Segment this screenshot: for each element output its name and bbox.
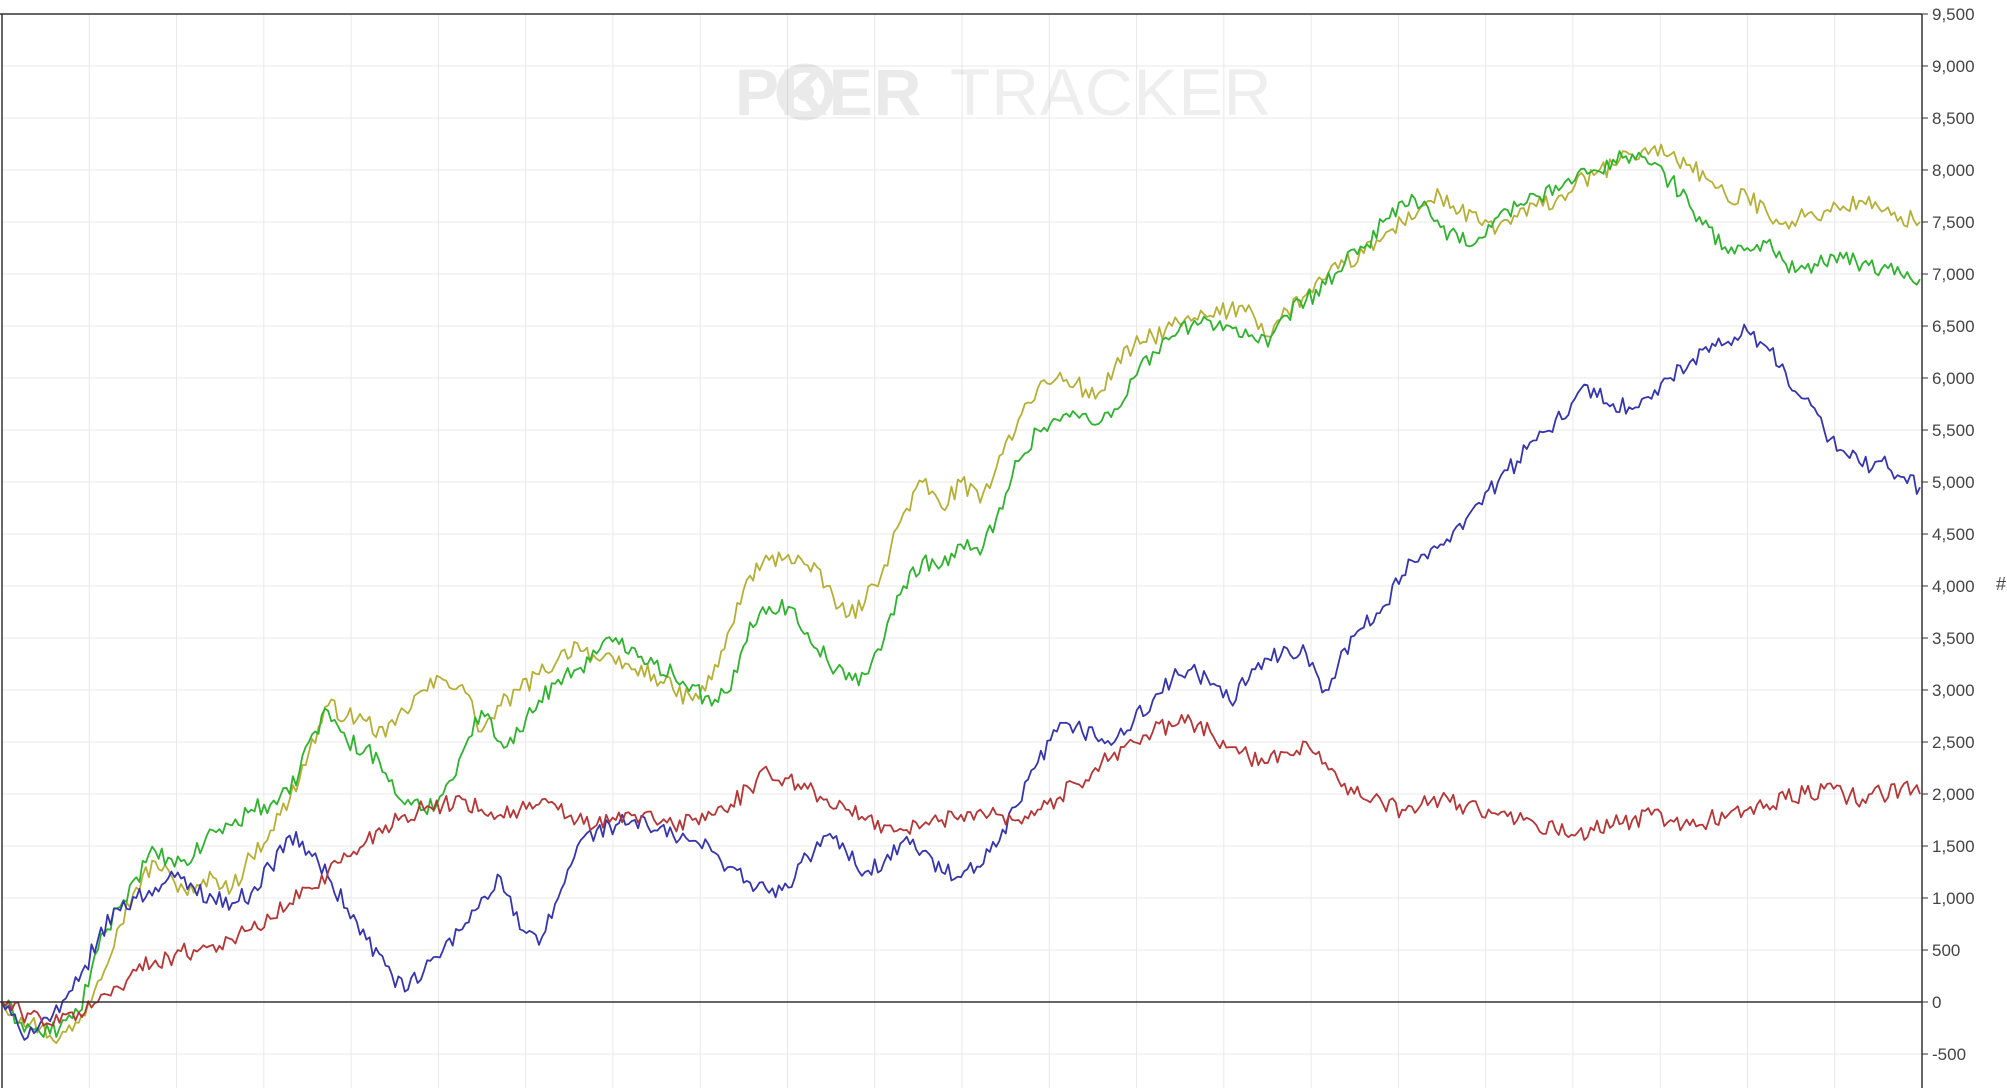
y-tick-label: 2,500: [1932, 733, 1975, 752]
y-tick-layer: 9,500 9,000 8,500 8,000 7,500 7,000 6,500 6,000…: [1922, 5, 1975, 1064]
watermark-word-poker: PKER: [735, 55, 922, 129]
y-tick-label: 4,500: [1932, 525, 1975, 544]
axis-layer: [0, 13, 1923, 1088]
y-tick-label: 9,500: [1932, 5, 1975, 24]
y-tick-label: 5,000: [1932, 473, 1975, 492]
y-tick-label: 3,000: [1932, 681, 1975, 700]
y-tick-label: -500: [1932, 1045, 1966, 1064]
y-tick-label: 5,500: [1932, 421, 1975, 440]
y-tick-label: 6,500: [1932, 317, 1975, 336]
series-line-3: [1, 323, 1921, 1041]
y-tick-label: 9,000: [1932, 57, 1975, 76]
watermark-poker-p: P: [735, 55, 780, 129]
y-tick-label: 1,500: [1932, 837, 1975, 856]
grid-layer: [2, 13, 1922, 1088]
watermark-poker-rest: KER: [780, 55, 922, 129]
series-line-1: [1, 143, 1921, 1044]
watermark-word-tracker: TRACKER: [950, 55, 1272, 129]
series-layer: [1, 143, 1921, 1044]
y-tick-label: 6,000: [1932, 369, 1975, 388]
y-tick-label: 7,500: [1932, 213, 1975, 232]
series-line-2: [1, 150, 1921, 1038]
y-tick-label: 1,000: [1932, 889, 1975, 908]
y-tick-label: 2,000: [1932, 785, 1975, 804]
y-tick-label: 500: [1932, 941, 1960, 960]
y-tick-label: 4,000: [1932, 577, 1975, 596]
watermark-chip-center: [796, 83, 814, 101]
pokertracker-watermark: PKER TRACKER: [735, 55, 1272, 129]
y-tick-label: 8,000: [1932, 161, 1975, 180]
y-axis-side-mark: #: [1996, 574, 2006, 594]
y-tick-label: 8,500: [1932, 109, 1975, 128]
y-tick-label: 0: [1932, 993, 1941, 1012]
y-tick-label: 7,000: [1932, 265, 1975, 284]
series-line-4: [1, 714, 1921, 1027]
watermark-chip-icon: [776, 63, 834, 121]
y-tick-label: 3,500: [1932, 629, 1975, 648]
